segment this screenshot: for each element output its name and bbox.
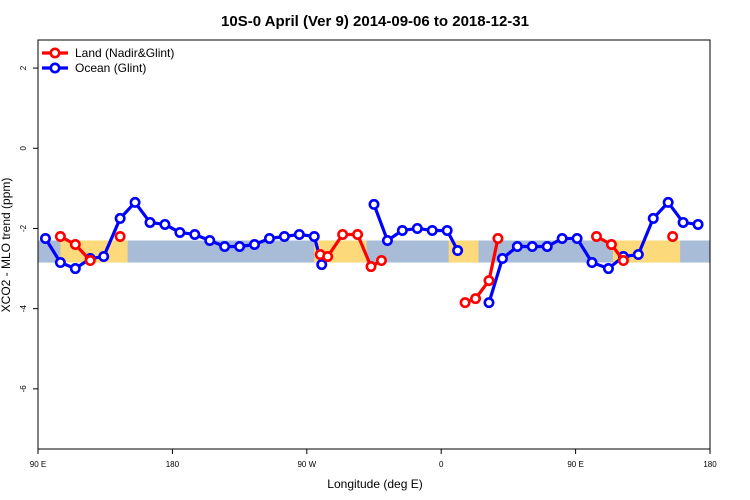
- data-point: [365, 261, 377, 273]
- data-point: [316, 259, 328, 271]
- legend-item: Land (Nadir&Glint): [42, 46, 174, 60]
- data-point: [352, 228, 364, 240]
- x-tick-label: 180: [166, 460, 180, 469]
- data-point: [98, 251, 110, 263]
- data-point: [667, 230, 679, 242]
- y-tick-label: 0: [19, 145, 28, 150]
- data-point: [249, 239, 261, 251]
- data-point: [586, 257, 598, 269]
- legend-marker: [49, 62, 61, 74]
- x-tick-label: 0: [439, 460, 444, 469]
- data-point: [602, 263, 614, 275]
- x-tick-label: 90 W: [297, 460, 316, 469]
- data-point: [605, 239, 617, 251]
- data-point: [396, 224, 408, 236]
- data-point: [219, 241, 231, 253]
- data-point: [322, 251, 334, 263]
- series-ocean: [39, 196, 704, 309]
- data-point: [556, 232, 568, 244]
- legend: Land (Nadir&Glint)Ocean (Glint): [42, 46, 174, 75]
- x-tick-label: 90 E: [567, 460, 583, 469]
- data-point: [483, 297, 495, 309]
- data-point: [492, 232, 504, 244]
- data-point: [114, 230, 126, 242]
- data-point: [263, 232, 275, 244]
- data-point: [234, 241, 246, 253]
- plot-area: [37, 39, 711, 450]
- legend-label: Land (Nadir&Glint): [75, 46, 174, 60]
- y-tick-label: -4: [19, 305, 28, 313]
- x-tick-label: 180: [703, 460, 717, 469]
- data-point: [308, 230, 320, 242]
- y-tick-label: -6: [19, 385, 28, 393]
- data-point: [526, 241, 538, 253]
- data-point: [496, 253, 508, 265]
- x-axis: 90 E 180 90 W 0 90 E 180: [30, 449, 717, 469]
- data-point: [375, 255, 387, 267]
- y-axis: 2 0 -2 -4 -6: [19, 65, 38, 392]
- legend-item: Ocean (Glint): [42, 61, 146, 75]
- data-point: [591, 230, 603, 242]
- data-point: [692, 218, 704, 230]
- data-point: [677, 216, 689, 228]
- data-point: [39, 232, 51, 244]
- plot-frame: [37, 39, 711, 450]
- y-tick-label: 2: [19, 65, 28, 70]
- x-tick-label: 90 E: [30, 460, 46, 469]
- data-point: [84, 255, 96, 267]
- data-point: [571, 232, 583, 244]
- data-point: [441, 224, 453, 236]
- data-point: [452, 245, 464, 257]
- series-line: [464, 238, 500, 305]
- data-point: [411, 222, 423, 234]
- data-point: [647, 212, 659, 224]
- data-point: [129, 196, 141, 208]
- data-point: [114, 212, 126, 224]
- series-land: [54, 228, 679, 309]
- data-point: [470, 293, 482, 305]
- data-point: [204, 234, 216, 246]
- data-point: [144, 216, 156, 228]
- data-point: [662, 196, 674, 208]
- data-point: [174, 226, 186, 238]
- data-point: [69, 263, 81, 275]
- y-axis-label: XCO2 - MLO trend (ppm): [0, 178, 13, 313]
- data-point: [54, 230, 66, 242]
- data-point: [278, 230, 290, 242]
- data-point: [337, 228, 349, 240]
- chart-title: 10S-0 April (Ver 9) 2014-09-06 to 2018-1…: [221, 13, 529, 30]
- data-point: [483, 275, 495, 287]
- data-point: [159, 218, 171, 230]
- data-point: [541, 241, 553, 253]
- x-axis-label: Longitude (deg E): [327, 477, 422, 491]
- data-point: [189, 228, 201, 240]
- data-point: [426, 224, 438, 236]
- data-point: [511, 241, 523, 253]
- data-point: [368, 198, 380, 210]
- data-point: [381, 234, 393, 246]
- legend-marker: [49, 47, 61, 59]
- data-point: [617, 255, 629, 267]
- data-point: [69, 239, 81, 251]
- legend-label: Ocean (Glint): [75, 61, 146, 75]
- y-tick-label: -2: [19, 224, 28, 232]
- data-point: [459, 297, 471, 309]
- data-point: [293, 228, 305, 240]
- data-point: [54, 257, 66, 269]
- data-point: [632, 249, 644, 261]
